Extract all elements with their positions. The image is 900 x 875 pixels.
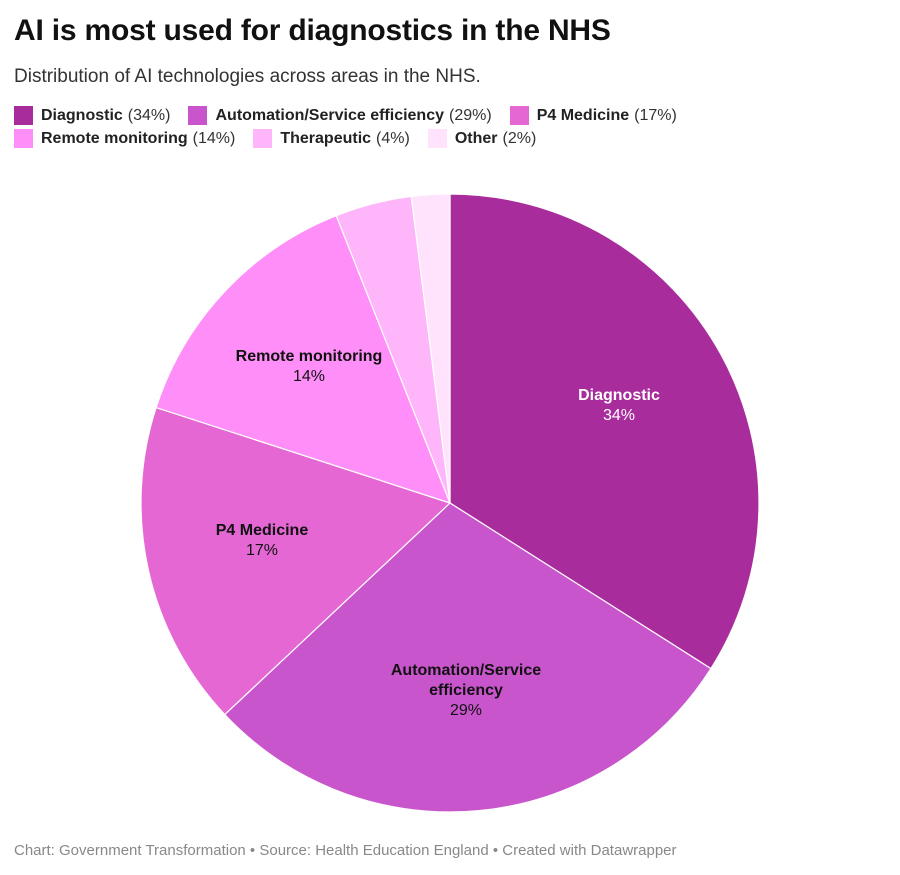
legend-item: Diagnostic (34%) [14,106,170,125]
legend-percent: (14%) [192,129,236,147]
legend-label: P4 Medicine [536,106,630,124]
pie-slice [155,214,452,504]
slice-label: P4 Medicine [216,522,309,539]
slice-value-label: 34% [603,407,635,424]
legend-percent: (4%) [376,129,410,147]
pie-slice [410,193,451,504]
pie-slice [449,193,760,670]
legend-item: Automation/Service efficiency (29%) [188,106,492,125]
legend-swatch [14,106,33,125]
slice-label: efficiency [429,682,503,699]
slice-label: Remote monitoring [236,348,383,365]
legend-swatch [188,106,208,125]
legend-percent: (17%) [634,106,677,124]
legend-swatch [509,106,529,125]
pie-slice [223,502,712,813]
legend-label: Automation/Service efficiency [215,106,444,124]
legend-item: Remote monitoring (14%) [14,129,235,148]
legend-item: Therapeutic (4%) [253,129,410,148]
legend-swatch [253,129,273,148]
chart-title: AI is most used for diagnostics in the N… [14,14,611,47]
legend-row: Diagnostic (34%) Automation/Service effici… [14,104,894,127]
slice-label: Diagnostic [578,387,660,404]
legend-swatch [14,129,33,148]
legend-percent: (2%) [502,129,537,147]
chart-footer: Chart: Government Transformation • Sourc… [14,842,677,859]
legend-row: Remote monitoring (14%) Therapeutic (4%) Oth… [14,127,894,150]
legend-label: Diagnostic [41,106,123,124]
legend-percent: (29%) [449,106,492,124]
chart-legend: Diagnostic (34%) Automation/Service effici… [14,104,894,150]
chart-subtitle: Distribution of AI technologies across a… [14,66,481,87]
legend-label: Remote monitoring [41,129,188,147]
legend-label: Therapeutic [280,129,372,147]
legend-item: P4 Medicine (17%) [509,106,677,125]
legend-label: Other [454,129,498,147]
legend-percent: (34%) [127,106,171,124]
slice-value-label: 17% [246,542,278,559]
slice-value-label: 29% [450,702,482,719]
slice-value-label: 14% [293,368,325,385]
slice-label: Automation/Service [391,662,541,679]
pie-slice [140,406,452,716]
legend-item: Other (2%) [427,129,537,148]
legend-swatch [427,129,447,148]
